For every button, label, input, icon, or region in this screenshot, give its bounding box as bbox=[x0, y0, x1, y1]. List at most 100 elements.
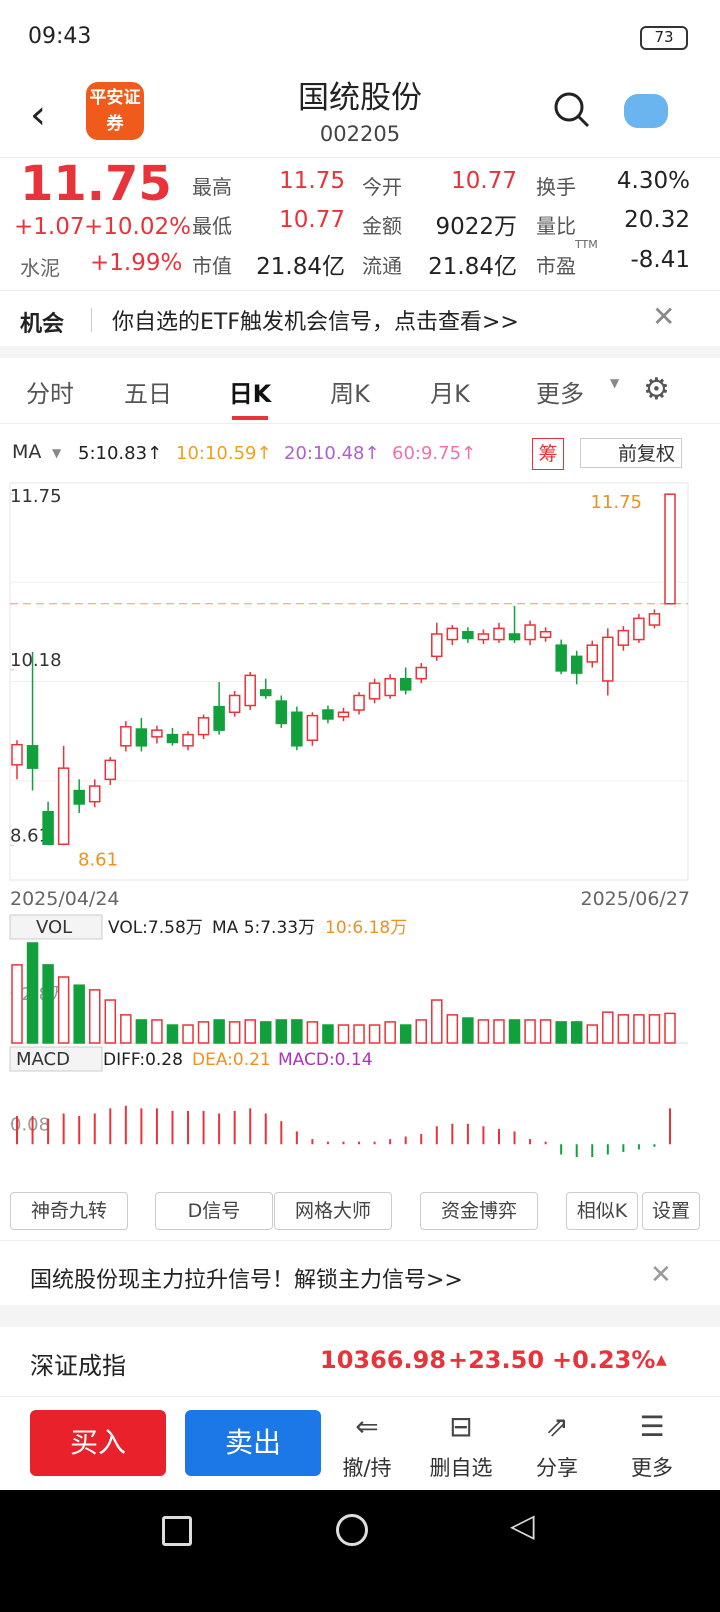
y-tick-label: 8.61 bbox=[10, 825, 50, 846]
action-label[interactable]: 更多 bbox=[631, 1456, 673, 1480]
volume-bar bbox=[602, 1011, 614, 1044]
tool-button[interactable]: 相似K bbox=[566, 1192, 638, 1230]
change: +1.07 bbox=[14, 214, 85, 240]
tool-button[interactable]: 神奇九转 bbox=[10, 1192, 128, 1230]
volume-bar bbox=[244, 1019, 256, 1044]
action-label[interactable]: 分享 bbox=[536, 1456, 578, 1480]
candle-body bbox=[493, 627, 505, 641]
start-date: 2025/04/24 bbox=[10, 888, 120, 910]
assistant-icon[interactable] bbox=[624, 94, 668, 128]
stat-label: 最低 bbox=[192, 214, 232, 238]
stat-value: 21.84亿 bbox=[256, 254, 345, 280]
tab[interactable]: 日K bbox=[228, 380, 272, 408]
tab[interactable]: 周K bbox=[330, 380, 370, 408]
action-icon[interactable]: ⇐ bbox=[355, 1410, 379, 1443]
stat-label: 流通 bbox=[362, 254, 402, 278]
tool-button[interactable]: D信号 bbox=[155, 1192, 273, 1230]
tab[interactable]: 分时 bbox=[26, 380, 74, 408]
volume-bar bbox=[446, 1014, 459, 1044]
chip[interactable]: 筹 bbox=[532, 438, 564, 470]
volume-bar bbox=[633, 1014, 645, 1044]
stat-label: 今开 bbox=[362, 175, 402, 199]
action-icon[interactable]: ⊟ bbox=[449, 1410, 473, 1443]
nav-home[interactable] bbox=[336, 1514, 368, 1546]
stat-value: 9022万 bbox=[435, 214, 517, 240]
settings-icon[interactable]: ⚙ bbox=[643, 372, 670, 407]
tab[interactable]: 更多 bbox=[536, 380, 584, 408]
action-label[interactable]: 删自选 bbox=[429, 1456, 493, 1480]
candle-body bbox=[477, 633, 490, 641]
tool-button[interactable]: 网格大师 bbox=[274, 1192, 392, 1230]
tool-button[interactable]: 资金博弈 bbox=[420, 1192, 538, 1230]
adjust[interactable]: 前复权 bbox=[580, 438, 682, 468]
up-arrow: ▲ bbox=[656, 1352, 667, 1368]
stat-label: 市值 bbox=[192, 254, 232, 278]
banner-text[interactable]: 你自选的ETF触发机会信号，点击查看>> bbox=[112, 310, 519, 335]
index-value: 10366.98 bbox=[320, 1346, 447, 1374]
ma-item: 5:10.83↑ bbox=[78, 443, 163, 464]
stat-value: 20.32 bbox=[624, 207, 690, 233]
search-icon[interactable] bbox=[552, 90, 592, 130]
volume-tag bbox=[9, 914, 103, 940]
volume-label: VOL bbox=[36, 917, 72, 938]
candle-body bbox=[586, 644, 599, 663]
candle-body bbox=[11, 743, 23, 766]
action-label[interactable]: 撤/持 bbox=[342, 1456, 392, 1480]
tool-settings[interactable]: 设置 bbox=[642, 1192, 700, 1230]
volume-bar bbox=[275, 1019, 288, 1044]
volume-bar bbox=[182, 1024, 194, 1044]
volume-bar bbox=[368, 1024, 381, 1044]
nav-recent[interactable] bbox=[162, 1516, 192, 1546]
volume-legend: MA 5:7.33万 bbox=[212, 918, 315, 938]
gap bbox=[0, 1305, 720, 1327]
candle-body bbox=[244, 674, 256, 707]
action-icon[interactable]: ⇗ bbox=[545, 1410, 569, 1443]
back[interactable]: ‹ bbox=[30, 92, 46, 138]
candle-body bbox=[602, 636, 614, 682]
candle-body bbox=[260, 689, 272, 697]
candle-body bbox=[664, 493, 676, 605]
stat-label: 换手 bbox=[536, 175, 576, 199]
index-pct: +0.23% bbox=[552, 1346, 656, 1374]
tab-underline bbox=[232, 416, 268, 420]
candle-body bbox=[462, 630, 474, 640]
y-tick-label: 10.18 bbox=[10, 650, 62, 671]
volume-bar bbox=[524, 1019, 536, 1044]
close[interactable]: ✕ bbox=[652, 300, 676, 333]
buy-button[interactable]: 买入 bbox=[30, 1410, 166, 1476]
candle-body bbox=[570, 655, 583, 674]
volume-legend: VOL:7.58万 bbox=[108, 918, 203, 938]
tab[interactable]: 五日 bbox=[124, 380, 172, 408]
sell-button[interactable]: 卖出 bbox=[185, 1410, 321, 1476]
candle-body bbox=[633, 617, 645, 641]
candle-body bbox=[120, 726, 132, 747]
candle-body bbox=[291, 711, 303, 747]
macd-tick-label: 0.08 bbox=[10, 1115, 50, 1136]
candle-body bbox=[539, 630, 552, 639]
candle-body bbox=[306, 714, 319, 741]
volume-bar bbox=[337, 1024, 350, 1044]
kline-chart: 11.75 10.18 8.61 11.75 8.61 2025/04/24 2025/06… bbox=[9, 482, 690, 1158]
price: 11.75 bbox=[20, 156, 172, 212]
volume-bar bbox=[493, 1019, 505, 1044]
battery: 73 bbox=[640, 26, 688, 50]
candle-body bbox=[524, 624, 536, 641]
nav-back[interactable]: ◁ bbox=[510, 1506, 535, 1544]
title: 国统股份 bbox=[298, 80, 422, 116]
more-arrow: ▼ bbox=[610, 376, 620, 390]
index-name: 深证成指 bbox=[30, 1352, 126, 1380]
action-icon[interactable]: ☰ bbox=[639, 1410, 665, 1443]
candle-body bbox=[384, 677, 396, 697]
promo[interactable]: 国统股份现主力拉升信号！解锁主力信号>> bbox=[30, 1268, 463, 1293]
volume-bar bbox=[197, 1021, 210, 1044]
tab[interactable]: 月K bbox=[430, 380, 470, 408]
volume-bar bbox=[135, 1019, 148, 1044]
volume-bar bbox=[151, 1019, 163, 1044]
candle-body bbox=[431, 633, 443, 658]
macd-tag bbox=[9, 1046, 103, 1072]
ma-label[interactable]: MA bbox=[12, 441, 42, 463]
close[interactable]: ✕ bbox=[650, 1260, 672, 1290]
volume-bar bbox=[26, 942, 39, 1044]
sep bbox=[91, 308, 92, 332]
stat-value: 4.30% bbox=[616, 168, 690, 194]
